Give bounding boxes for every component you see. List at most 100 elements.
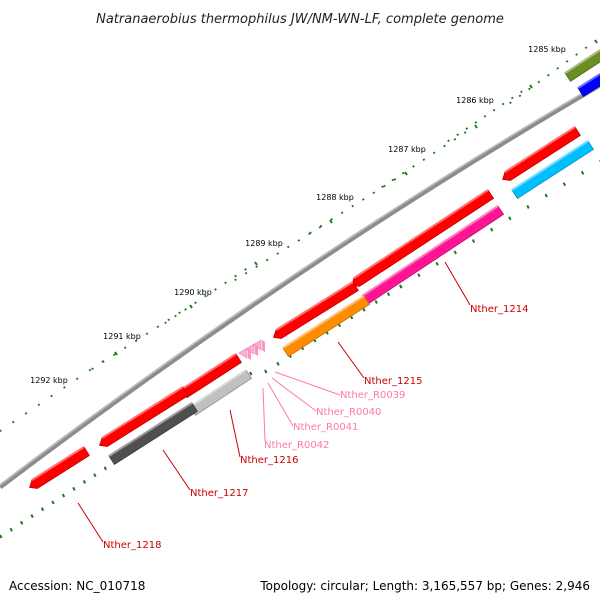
gene-feature-Nther_1217[interactable] [99, 386, 189, 447]
ruler-tick [75, 377, 79, 381]
ruler-tick [0, 429, 2, 433]
ruler-tick [474, 121, 478, 124]
label-leader-line [162, 449, 191, 491]
gene-label[interactable]: Nther_1218 [103, 540, 161, 551]
gene-labels: Nther_1214 Nther_1215 Nther_R0039 Nther_R00… [77, 261, 528, 551]
ruler-tick [234, 278, 237, 282]
kbp-label: 1287 kbp [388, 145, 426, 154]
ruler-tick [340, 211, 344, 215]
ruler-tick [204, 294, 207, 298]
ruler-tick [546, 73, 550, 77]
ruler-tick [297, 239, 301, 242]
ruler-tick [471, 239, 476, 243]
gene-label[interactable]: Nther_R0039 [340, 390, 405, 401]
ruler-tick [11, 420, 15, 424]
gene-features[interactable] [29, 49, 600, 489]
ruler-tick [63, 386, 66, 389]
ruler-tick [381, 185, 384, 189]
gene-label[interactable]: Nther_R0042 [264, 440, 329, 451]
ruler-tick [308, 232, 311, 236]
ruler-tick [134, 339, 138, 343]
gene-label[interactable]: Nther_1217 [190, 488, 248, 499]
ruler-tick [483, 115, 487, 118]
ruler-tick [562, 182, 567, 187]
ruler-tick [432, 151, 436, 155]
ruler-tick [391, 178, 395, 182]
ruler-tick [443, 144, 446, 148]
ruler-tick [184, 308, 187, 311]
ruler-tick [82, 480, 87, 484]
label-leader-line [267, 382, 294, 427]
kbp-label: 1291 kbp [103, 332, 141, 341]
gene-feature-Nther_1217-grey[interactable] [108, 402, 198, 465]
ruler-tick [492, 108, 496, 112]
ruler-tick [93, 473, 97, 478]
ruler-tick [329, 219, 333, 224]
ruler-tick [286, 245, 290, 249]
ruler-tick [167, 318, 171, 322]
kbp-label: 1290 kbp [174, 288, 212, 297]
ruler-tick [309, 231, 312, 235]
ruler-tick [435, 261, 439, 266]
ruler-tick [319, 224, 323, 228]
kbp-label: 1288 kbp [316, 193, 354, 202]
ruler-tick [456, 133, 459, 136]
genome-backbone [0, 82, 600, 489]
ruler-tick [244, 268, 247, 271]
gene-feature-olive-gene[interactable] [564, 49, 600, 82]
gene-feature-red-gene-b[interactable] [273, 281, 359, 339]
ruler-tick [556, 67, 560, 70]
gene-label[interactable]: Nther_R0040 [316, 407, 381, 418]
ruler-tick [40, 507, 45, 512]
ruler-tick [265, 258, 269, 262]
backbone-highlight [0, 82, 600, 486]
ruler-tick [412, 165, 415, 168]
gene-label[interactable]: Nther_R0041 [293, 422, 358, 433]
gene-label[interactable]: Nther_1215 [364, 376, 422, 387]
ruler-tick [529, 84, 533, 89]
ruler-tick [594, 39, 598, 44]
ruler-tick [214, 288, 217, 291]
gene-feature-Nther_R0039[interactable] [252, 339, 265, 352]
ruler-tick [490, 227, 494, 232]
ruler-tick [255, 265, 258, 268]
ruler-tick [9, 527, 13, 532]
gene-feature-Nther_1218[interactable] [29, 446, 90, 489]
ruler-tick [330, 218, 333, 221]
ruler-tick [518, 94, 522, 98]
ruler-tick [174, 314, 177, 318]
gene-feature-Nther_1214-red[interactable] [351, 189, 495, 287]
gene-label[interactable]: Nther_1214 [470, 304, 528, 315]
gene-feature-red-gene-a[interactable] [502, 126, 581, 181]
ruler-tick [276, 361, 280, 366]
gene-label[interactable]: Nther_1216 [240, 455, 298, 466]
ruler-tick [383, 184, 386, 188]
ruler-tick [24, 412, 28, 415]
ruler-tick [30, 514, 34, 518]
ruler-tick [72, 486, 76, 491]
gene-feature-Nther_R0041[interactable] [238, 347, 251, 360]
gene-feature-cyan-gene[interactable] [511, 140, 594, 199]
ruler-tick [123, 346, 127, 350]
kbp-label: 1289 kbp [245, 239, 283, 248]
ruler-tick [50, 394, 53, 398]
ruler-tick [189, 304, 193, 309]
ruler-tick [526, 205, 530, 209]
gene-feature-blue-gene[interactable] [577, 73, 600, 97]
ruler-tick [318, 226, 322, 229]
ruler-tick [276, 252, 280, 255]
ruler-tick [264, 369, 268, 374]
ruler-tick [244, 271, 248, 275]
gene-feature-Nther_R0040[interactable] [245, 343, 258, 356]
ruler-tick [386, 292, 391, 297]
ruler-tick [528, 87, 531, 91]
ruler-tick [91, 367, 94, 371]
ruler-tick [224, 281, 227, 285]
ruler-tick [463, 131, 467, 134]
gene-feature-Nther_1215[interactable] [282, 295, 370, 357]
ruler-tick [112, 353, 116, 357]
ruler-tick [544, 193, 548, 198]
ruler-tick [584, 46, 588, 49]
ruler-tick [508, 216, 512, 221]
ruler-tick [520, 90, 523, 94]
